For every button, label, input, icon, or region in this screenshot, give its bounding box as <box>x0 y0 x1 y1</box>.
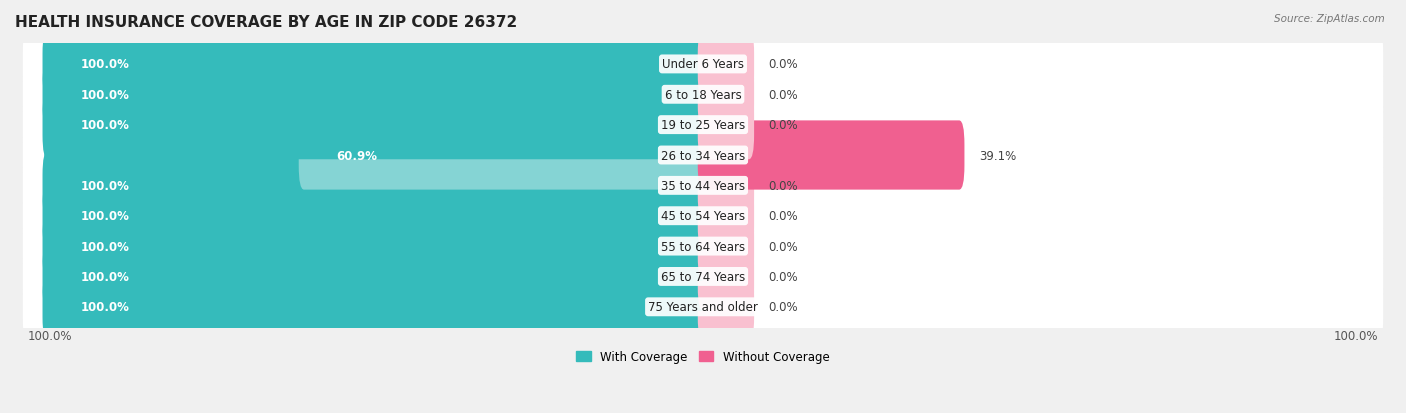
FancyBboxPatch shape <box>697 30 754 99</box>
FancyBboxPatch shape <box>42 30 709 99</box>
FancyBboxPatch shape <box>697 273 754 342</box>
FancyBboxPatch shape <box>22 271 1384 344</box>
Text: HEALTH INSURANCE COVERAGE BY AGE IN ZIP CODE 26372: HEALTH INSURANCE COVERAGE BY AGE IN ZIP … <box>15 15 517 30</box>
Text: 100.0%: 100.0% <box>80 210 129 223</box>
FancyBboxPatch shape <box>42 61 709 130</box>
Text: 0.0%: 0.0% <box>769 88 799 102</box>
FancyBboxPatch shape <box>22 58 1384 132</box>
Text: 26 to 34 Years: 26 to 34 Years <box>661 149 745 162</box>
FancyBboxPatch shape <box>697 152 754 221</box>
FancyBboxPatch shape <box>697 91 754 160</box>
Text: 35 to 44 Years: 35 to 44 Years <box>661 179 745 192</box>
FancyBboxPatch shape <box>697 242 754 311</box>
FancyBboxPatch shape <box>697 61 754 130</box>
Text: 100.0%: 100.0% <box>80 119 129 132</box>
Legend: With Coverage, Without Coverage: With Coverage, Without Coverage <box>572 346 834 368</box>
Text: 0.0%: 0.0% <box>769 210 799 223</box>
FancyBboxPatch shape <box>42 182 709 251</box>
Text: 65 to 74 Years: 65 to 74 Years <box>661 270 745 283</box>
FancyBboxPatch shape <box>697 121 965 190</box>
Text: 60.9%: 60.9% <box>336 149 378 162</box>
Text: 0.0%: 0.0% <box>769 119 799 132</box>
Text: 19 to 25 Years: 19 to 25 Years <box>661 119 745 132</box>
Text: 100.0%: 100.0% <box>80 270 129 283</box>
Text: 45 to 54 Years: 45 to 54 Years <box>661 210 745 223</box>
FancyBboxPatch shape <box>42 91 709 160</box>
Text: 100.0%: 100.0% <box>80 179 129 192</box>
FancyBboxPatch shape <box>697 182 754 251</box>
FancyBboxPatch shape <box>697 212 754 281</box>
FancyBboxPatch shape <box>22 210 1384 283</box>
FancyBboxPatch shape <box>22 240 1384 313</box>
FancyBboxPatch shape <box>298 121 709 190</box>
Text: Under 6 Years: Under 6 Years <box>662 58 744 71</box>
Text: 100.0%: 100.0% <box>80 88 129 102</box>
Text: 39.1%: 39.1% <box>979 149 1017 162</box>
Text: 0.0%: 0.0% <box>769 240 799 253</box>
FancyBboxPatch shape <box>22 28 1384 102</box>
Text: 0.0%: 0.0% <box>769 301 799 313</box>
Text: 100.0%: 100.0% <box>80 240 129 253</box>
FancyBboxPatch shape <box>22 119 1384 192</box>
FancyBboxPatch shape <box>42 152 709 221</box>
Text: 55 to 64 Years: 55 to 64 Years <box>661 240 745 253</box>
FancyBboxPatch shape <box>42 242 709 311</box>
FancyBboxPatch shape <box>42 273 709 342</box>
Text: 100.0%: 100.0% <box>1333 329 1378 342</box>
FancyBboxPatch shape <box>22 89 1384 162</box>
Text: 100.0%: 100.0% <box>80 301 129 313</box>
Text: Source: ZipAtlas.com: Source: ZipAtlas.com <box>1274 14 1385 24</box>
Text: 100.0%: 100.0% <box>80 58 129 71</box>
Text: 100.0%: 100.0% <box>28 329 73 342</box>
FancyBboxPatch shape <box>22 180 1384 253</box>
Text: 0.0%: 0.0% <box>769 270 799 283</box>
Text: 6 to 18 Years: 6 to 18 Years <box>665 88 741 102</box>
FancyBboxPatch shape <box>42 212 709 281</box>
Text: 0.0%: 0.0% <box>769 58 799 71</box>
Text: 0.0%: 0.0% <box>769 179 799 192</box>
FancyBboxPatch shape <box>22 149 1384 223</box>
Text: 75 Years and older: 75 Years and older <box>648 301 758 313</box>
